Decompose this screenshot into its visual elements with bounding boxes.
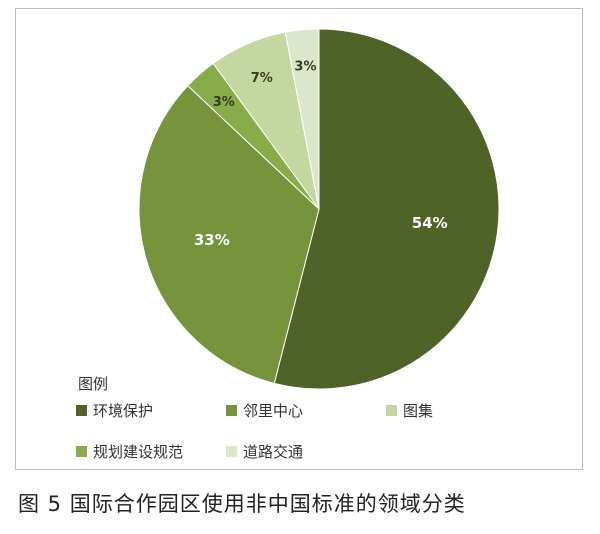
legend-swatch-environment (76, 405, 87, 416)
legend-title: 图例 (78, 375, 109, 393)
legend-label-atlas: 图集 (403, 402, 434, 420)
pie-chart: 54% 33% 3% 7% 3% (138, 28, 500, 390)
legend-swatch-atlas (386, 405, 397, 416)
pie-slice-traffic (284, 28, 320, 210)
legend-swatch-traffic (226, 446, 237, 457)
legend-item-environment: 环境保护 (76, 400, 153, 421)
legend-item-planning: 规划建设规范 (76, 441, 183, 462)
pie-slice-neighborhood (138, 85, 320, 384)
legend-label-environment: 环境保护 (93, 402, 154, 420)
legend-label-neighborhood: 邻里中心 (243, 402, 304, 420)
pie-label-traffic: 3% (294, 60, 316, 75)
legend-swatch-planning (76, 446, 87, 457)
legend-swatch-neighborhood (226, 405, 237, 416)
legend-item-atlas: 图集 (386, 400, 433, 421)
pie-label-environment: 54% (412, 214, 448, 232)
legend-item-neighborhood: 邻里中心 (226, 400, 303, 421)
legend-label-planning: 规划建设规范 (93, 443, 184, 461)
legend-item-traffic: 道路交通 (226, 441, 303, 462)
pie-label-atlas: 7% (251, 71, 273, 86)
legend-label-traffic: 道路交通 (243, 443, 304, 461)
pie-label-neighborhood: 33% (194, 231, 230, 249)
figure-caption: 图 5 国际合作园区使用非中国标准的领域分类 (18, 492, 466, 516)
chart-frame: 54% 33% 3% 7% 3% 图例 环境保护 邻里中心 图集 规划建设规范 道路交通 (15, 8, 583, 470)
pie-slice-environment (273, 28, 500, 390)
pie-label-planning: 3% (213, 95, 235, 110)
